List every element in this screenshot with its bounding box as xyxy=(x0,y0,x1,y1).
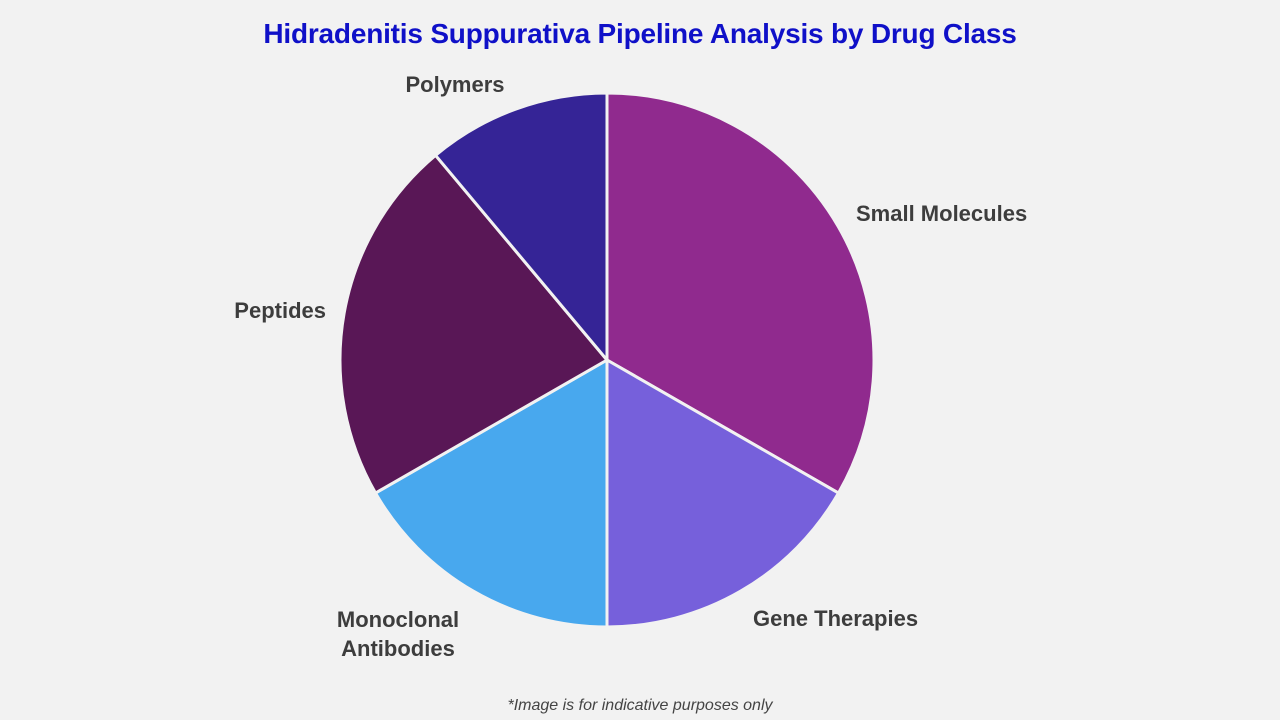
label-monoclonal-antibodies: Monoclonal Antibodies xyxy=(337,607,459,661)
slice-small-molecules xyxy=(605,91,876,495)
pie-slices xyxy=(338,91,876,629)
label-gene-therapies: Gene Therapies xyxy=(753,606,918,631)
chart-title: Hidradenitis Suppurativa Pipeline Analys… xyxy=(263,18,1017,49)
slice-gene-therapies xyxy=(605,358,841,629)
label-peptides: Peptides xyxy=(234,298,326,323)
label-polymers: Polymers xyxy=(405,72,504,97)
slice-peptides xyxy=(338,153,609,495)
footnote: *Image is for indicative purposes only xyxy=(507,697,773,714)
label-small-molecules: Small Molecules xyxy=(856,201,1027,226)
slice-polymers xyxy=(434,91,609,362)
slice-monoclonal-antibodies xyxy=(373,358,609,629)
pie-labels: Small Molecules Gene Therapies Monoclonal A… xyxy=(234,72,1027,661)
